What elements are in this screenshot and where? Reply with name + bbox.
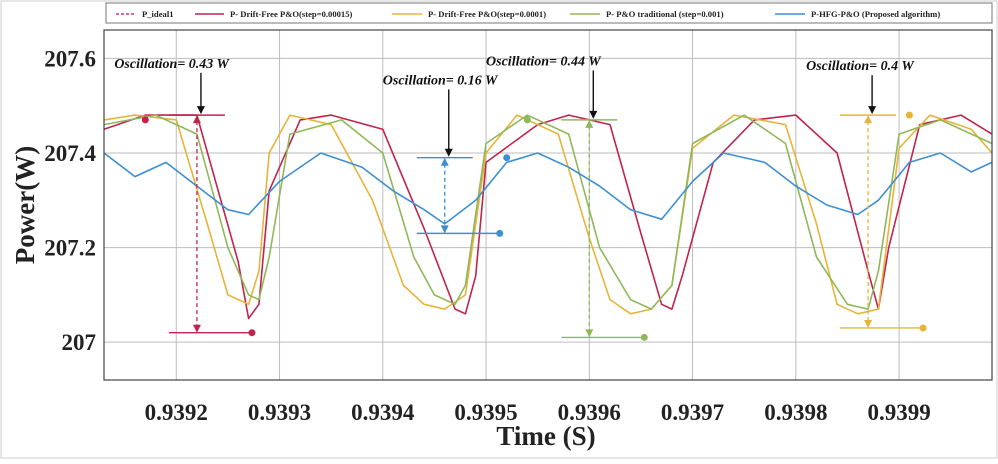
annotation-pointer-head-1 [444,148,453,157]
series-line-0 [103,114,993,320]
annotations: Oscillation= 0.43 W Oscillation= 0.16 W Os… [114,54,927,341]
annotation-marker-1 [503,154,511,162]
x-tick-label: 0.9394 [351,400,415,425]
x-tick-label: 0.9397 [661,400,724,425]
annotation-arrowhead-up-1 [440,157,449,166]
y-tick-label: 207 [62,330,97,355]
annotation-arrowhead-down-3 [864,319,873,328]
annotation-pointer-head-3 [868,106,877,115]
annotation-arrowhead-up-3 [864,115,873,124]
x-tick-label: 0.9393 [248,400,311,425]
plot-area-border [103,29,993,381]
legend-label: P- Drift-Free P&O(step=0.0001) [428,9,546,19]
annotation-marker-bottom-3 [919,324,927,332]
legend-label: P_ideal1 [142,9,174,19]
y-tick-label: 207.4 [44,141,96,166]
annotation-label: Oscillation= 0.4 W [806,59,915,74]
annotation-label: Oscillation= 0.43 W [114,57,230,72]
x-tick-label: 0.9396 [558,400,621,425]
annotation-pointer-head-2 [589,110,598,119]
annotation-label: Oscillation= 0.44 W [486,54,602,69]
legend-label: P- P&O traditional (step=0.001) [606,9,724,19]
legend-label: P-HFG-P&O (Proposed algorithm) [811,9,940,19]
tick-labels: 207 207.2 207.4 207.6 0.9392 0.9393 0.9394 0.93… [44,46,930,425]
legend-box [105,2,993,24]
legend-label: P- Drift-Free P&O(step=0.00015) [230,9,353,19]
y-axis-label: Power(W) [10,146,40,264]
legend: P_ideal1 P- Drift-Free P&O(step=0.00015) P… [105,2,993,24]
x-tick-label: 0.9399 [867,400,930,425]
annotation-arrowhead-down-1 [440,225,449,234]
series-line-2 [103,114,993,310]
annotation-marker-3 [905,111,913,119]
y-tick-label: 207.6 [44,46,96,71]
annotation-arrowhead-down-0 [192,324,201,333]
series-line-3 [103,152,993,225]
y-tick-label: 207.2 [44,236,96,261]
annotation-arrowhead-up-0 [192,115,201,124]
series-line-1 [103,114,993,315]
x-tick-label: 0.9395 [454,400,517,425]
annotation-pointer-head-0 [196,106,205,115]
x-tick-label: 0.9392 [145,400,208,425]
annotation-arrowhead-down-2 [585,329,594,338]
annotation-marker-0 [141,116,149,124]
annotation-marker-bottom-0 [248,329,256,337]
x-axis-label: Time (S) [496,421,595,451]
annotation-marker-2 [523,116,531,124]
series-group [103,114,993,320]
annotation-label: Oscillation= 0.16 W [383,73,499,88]
annotation-arrowhead-up-2 [585,119,594,128]
annotation-marker-bottom-2 [640,333,648,341]
annotation-marker-bottom-1 [496,229,504,237]
x-tick-label: 0.9398 [764,400,827,425]
